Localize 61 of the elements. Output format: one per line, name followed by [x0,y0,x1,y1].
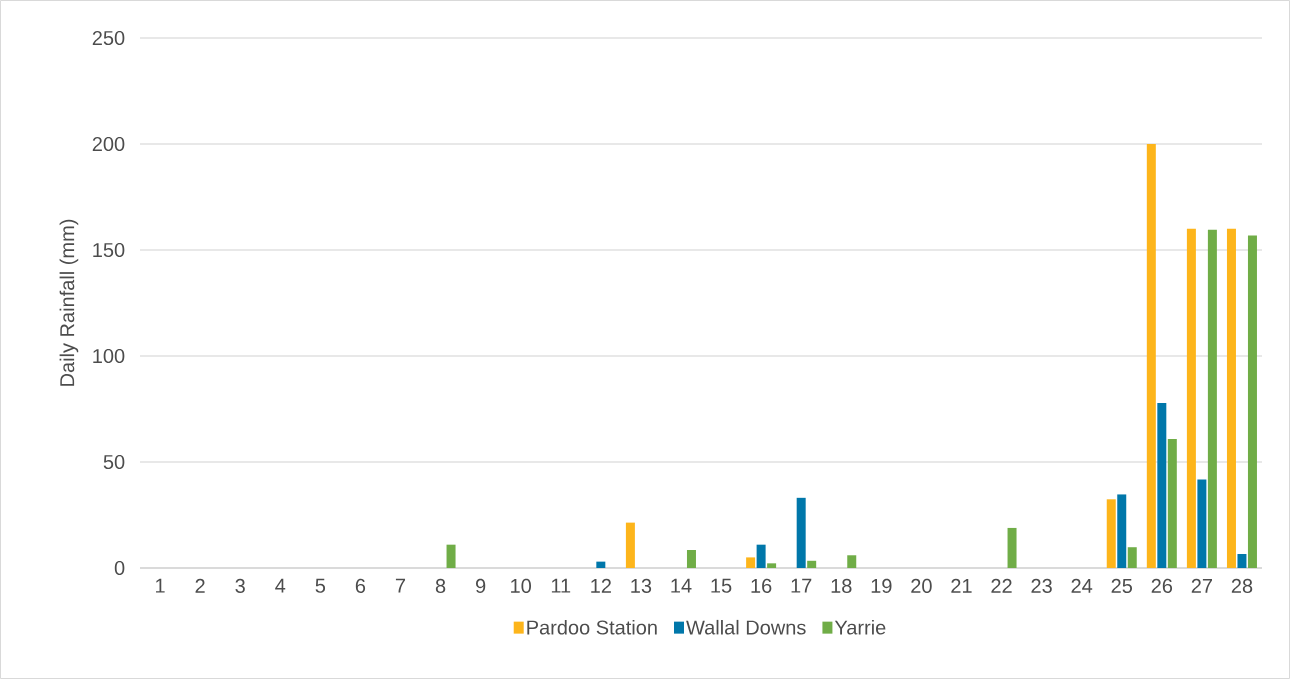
bar [847,555,857,568]
x-tick-label: 25 [1111,578,1133,594]
bar [1186,228,1196,568]
y-tick-label: 150 [93,242,125,258]
y-tick-label: 50 [103,454,125,470]
x-tick-label: 14 [671,578,692,593]
legend-label: Wallal Downs [686,619,806,635]
bar [1157,403,1167,568]
x-tick-label: 7 [395,578,406,593]
x-tick-label: 9 [475,578,486,594]
bar [686,549,696,568]
bar [767,563,777,568]
bar [1127,547,1137,568]
bar [1146,144,1156,568]
x-tick-label: 2 [195,578,205,593]
bar [1207,229,1217,568]
y-tick-label: 0 [114,560,125,576]
bar [1197,479,1207,568]
x-tick-label: 22 [991,578,1012,593]
x-tick-label: 18 [831,578,852,594]
y-tick-label: 200 [92,136,125,152]
x-tick-label: 26 [1151,578,1173,594]
y-tick-label: 250 [92,30,125,46]
x-tick-label: 19 [871,578,892,594]
legend-label: Pardoo Station [527,619,657,635]
x-tick-label: 4 [275,578,286,593]
bar [746,557,756,568]
x-tick-label: 24 [1071,578,1093,593]
bar [807,560,817,568]
bar [1247,235,1257,568]
x-tick-label: 12 [591,578,611,593]
x-tick-label: 17 [791,578,812,593]
bar [1117,494,1127,568]
bar [796,497,806,568]
x-tick-label: 3 [235,578,245,594]
x-tick-label: 20 [911,578,932,594]
x-tick-label: 21 [951,578,972,593]
x-tick-label: 5 [315,578,326,593]
x-tick-label: 13 [631,578,652,594]
y-tick-label: 100 [93,348,125,364]
bar [1226,228,1236,568]
y-axis-title: Daily Rainfall (mm) [59,219,79,386]
x-tick-label: 16 [751,578,772,594]
bar [1167,439,1177,568]
x-tick-label: 8 [435,578,446,594]
x-tick-label: 27 [1191,578,1212,593]
bar [1106,499,1116,568]
x-tick-label: 11 [551,578,571,593]
x-tick-label: 1 [156,578,165,593]
bar [596,561,606,568]
x-tick-label: 15 [711,578,732,593]
x-tick-label: 10 [511,578,532,594]
x-tick-label: 28 [1231,578,1253,594]
x-tick-label: 23 [1031,578,1052,594]
bar [1237,554,1247,568]
bar [446,544,456,568]
bar [1007,527,1017,568]
bar [625,522,635,568]
bar [756,544,766,568]
legend-label: Yarrie [834,619,886,635]
x-tick-label: 6 [355,578,366,594]
